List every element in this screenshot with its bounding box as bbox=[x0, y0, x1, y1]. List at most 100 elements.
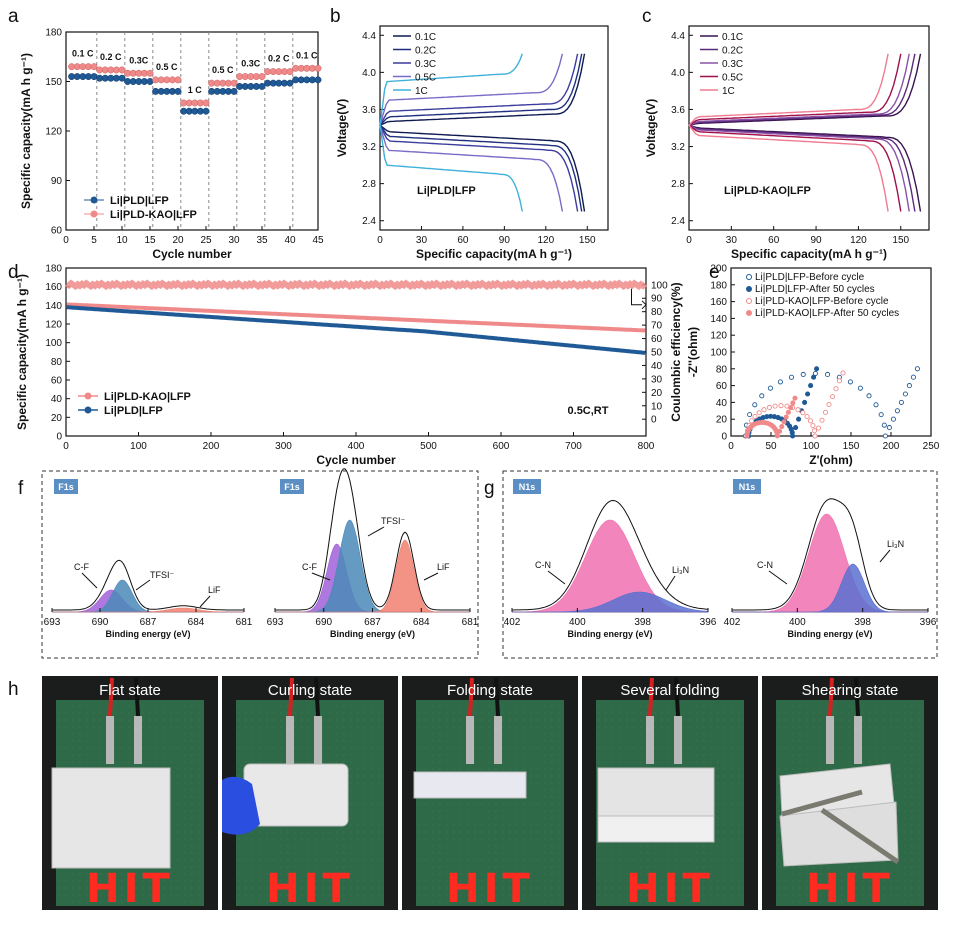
e-x-tick-label: 250 bbox=[923, 441, 940, 452]
e-point-Li|PLD-KAO|LFP-Before cycle bbox=[804, 413, 810, 420]
red-wire bbox=[648, 677, 654, 717]
panel-label-a: a bbox=[8, 6, 19, 27]
e-point-Li|PLD-KAO|LFP-After 50 cycles bbox=[779, 423, 785, 430]
e-point-Li|PLD|LFP-Before cycle bbox=[886, 425, 892, 431]
legend-label-0.2C: 0.2C bbox=[722, 46, 743, 57]
e-y-tick-label: 140 bbox=[710, 314, 727, 325]
d-pld-capacity-series bbox=[66, 305, 646, 355]
d-y-tick-label: 180 bbox=[45, 264, 62, 275]
c-charge-curve-0.5C bbox=[688, 53, 902, 126]
y-axis-label: Voltage(V) bbox=[335, 99, 349, 157]
photo-5: Shearing state HIT bbox=[762, 676, 938, 912]
pouch-cell-curled bbox=[243, 763, 349, 827]
a-rate-label: 0.1 C bbox=[72, 49, 94, 59]
c-x-tick-label: 30 bbox=[726, 235, 738, 246]
e-point-Li|PLD-KAO|LFP-Before cycle bbox=[829, 394, 836, 400]
black-wire bbox=[674, 677, 680, 717]
e-y-tick-label: 20 bbox=[716, 415, 728, 426]
photo-caption: Flat state bbox=[99, 682, 161, 699]
e-point-Li|PLD|LFP-Before cycle bbox=[894, 408, 900, 414]
panel-f-chart: F1s 693 690 687 684 681 Binding energy (eV) C-F… bbox=[41, 468, 479, 659]
a-point-pld bbox=[230, 87, 238, 95]
f-right-envelope bbox=[275, 468, 470, 611]
a-point-kao bbox=[202, 99, 210, 107]
d-y-tick-label: 140 bbox=[45, 301, 62, 312]
legend-label-kao: Li|PLD-KAO|LFP bbox=[104, 391, 191, 403]
e-point-Li|PLD|LFP-After 50 cycles bbox=[793, 425, 799, 431]
e-point-Li|PLD|LFP-After 50 cycles bbox=[808, 383, 814, 389]
g-right-pointer-CN bbox=[768, 570, 788, 585]
e-point-Li|PLD|LFP-Before cycle bbox=[906, 383, 912, 389]
f-badge-right bbox=[280, 479, 304, 494]
b-y-tick-label: 3.6 bbox=[362, 105, 376, 116]
b-charge-curve-1C bbox=[379, 53, 523, 126]
c-x-tick-label: 120 bbox=[850, 235, 867, 246]
c-y-tick-label: 4.4 bbox=[671, 31, 685, 42]
tab-right bbox=[494, 716, 502, 764]
g-right-x-tick-label: 396 bbox=[920, 617, 937, 628]
a-point-pld bbox=[174, 87, 182, 95]
c-legend: 0.1C 0.2C 0.3C 0.5C 1C bbox=[700, 32, 743, 97]
g-badge-left bbox=[513, 479, 541, 494]
legend-label-1: Li|PLD|LFP-After 50 cycles bbox=[755, 284, 875, 295]
tab-left bbox=[286, 716, 294, 764]
x-axis-label: Z'(ohm) bbox=[809, 453, 853, 467]
legend-label-0.1C: 0.1C bbox=[722, 32, 743, 43]
a-rate-label: 0.1 C bbox=[296, 50, 318, 60]
photo-caption: Folding state bbox=[447, 682, 533, 699]
f-left-x-tick-label: 681 bbox=[236, 617, 253, 628]
c-charge-curve-0.1C bbox=[688, 53, 922, 126]
a-point-kao bbox=[174, 76, 182, 84]
b-x-tick-label: 90 bbox=[499, 235, 511, 246]
plot-frame bbox=[688, 25, 930, 231]
d-arrow bbox=[631, 288, 642, 306]
e-x-tick-label: 0 bbox=[728, 441, 734, 452]
a-rate-label: 0.2 C bbox=[100, 52, 122, 62]
d-y2-tick-label: 10 bbox=[651, 401, 663, 412]
black-wire bbox=[854, 677, 860, 717]
d-arrow-head bbox=[641, 300, 647, 310]
f-left-pointer-CF bbox=[81, 572, 98, 589]
f-badge-left bbox=[54, 479, 78, 494]
b-annotation: Li|PLD|LFP bbox=[417, 185, 476, 197]
d-x-tick-label: 800 bbox=[638, 441, 655, 452]
y-axis-label: Specific capacity(mA h g⁻¹) bbox=[15, 274, 29, 430]
c-x-tick-label: 60 bbox=[768, 235, 780, 246]
f-left-x-tick-label: 684 bbox=[188, 617, 205, 628]
c-y-tick-label: 3.2 bbox=[671, 142, 685, 153]
d-y2-tick-label: 60 bbox=[651, 334, 663, 345]
photo-caption: Several folding bbox=[620, 682, 719, 699]
b-y-tick-label: 2.4 bbox=[362, 216, 376, 227]
c-charge-curve-0.3C bbox=[688, 53, 910, 126]
panel-label-c: c bbox=[642, 6, 652, 27]
e-point-Li|PLD-KAO|LFP-Before cycle bbox=[826, 401, 832, 408]
tab-right bbox=[314, 716, 322, 764]
c-annotation: Li|PLD-KAO|LFP bbox=[724, 185, 811, 197]
e-point-Li|PLD|LFP-After 50 cycles bbox=[805, 391, 811, 397]
c-discharge-curve-0.1C bbox=[688, 124, 922, 212]
a-point-kao bbox=[146, 69, 154, 77]
g-left-x-tick-label: 400 bbox=[569, 617, 586, 628]
a-y-tick-label: 180 bbox=[45, 28, 62, 39]
photo-1: Flat state HIT bbox=[42, 676, 218, 912]
legend-label-1C: 1C bbox=[722, 86, 735, 97]
a-rate-label: 1 C bbox=[188, 85, 203, 95]
d-x-tick-label: 300 bbox=[275, 441, 292, 452]
pouch-cell-folded bbox=[413, 771, 527, 799]
a-y-tick-label: 60 bbox=[51, 226, 63, 237]
f-right-x-tick-label: 693 bbox=[267, 617, 284, 628]
photo-4: Several folding HIT bbox=[582, 676, 758, 912]
a-y-tick-label: 120 bbox=[45, 127, 62, 138]
e-point-Li|PLD-KAO|LFP-Before cycle bbox=[811, 428, 818, 434]
g-right-peak-Li3N bbox=[732, 563, 928, 613]
g-left-peak-Li3N bbox=[512, 591, 709, 613]
g-left-label-Li3N: Li₃N bbox=[672, 565, 689, 575]
e-point-Li|PLD-KAO|LFP-Before cycle bbox=[756, 410, 762, 416]
c-discharge-curve-0.3C bbox=[688, 124, 910, 212]
d-y2-tick-label: 40 bbox=[651, 361, 663, 372]
panel-label-e: e bbox=[709, 262, 720, 283]
e-point-Li|PLD|LFP-Before cycle bbox=[910, 374, 916, 380]
f-right-x-tick-label: 690 bbox=[315, 617, 332, 628]
